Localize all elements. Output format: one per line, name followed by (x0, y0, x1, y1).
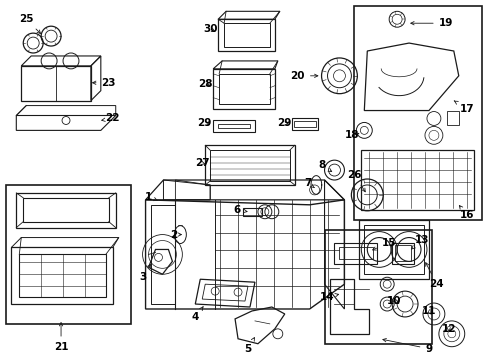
Text: 23: 23 (92, 78, 116, 88)
Text: 3: 3 (139, 265, 150, 282)
Text: 24: 24 (425, 263, 443, 289)
Text: 13: 13 (410, 234, 428, 249)
Text: 8: 8 (317, 160, 331, 172)
Text: 17: 17 (453, 101, 473, 113)
Text: 18: 18 (345, 130, 359, 140)
Text: 27: 27 (195, 158, 209, 168)
Text: 15: 15 (372, 238, 396, 250)
Text: 29: 29 (277, 118, 291, 129)
Text: 29: 29 (197, 118, 211, 129)
Text: 9: 9 (382, 338, 431, 354)
Text: 6: 6 (233, 205, 246, 215)
Text: 19: 19 (410, 18, 452, 28)
Text: 20: 20 (290, 71, 317, 81)
Text: 12: 12 (441, 324, 455, 334)
Text: 16: 16 (458, 206, 473, 220)
Text: 14: 14 (320, 292, 338, 302)
Text: 4: 4 (191, 307, 203, 322)
Text: 26: 26 (346, 170, 365, 192)
Text: 5: 5 (244, 338, 254, 354)
Text: 7: 7 (304, 178, 314, 188)
Text: 25: 25 (19, 14, 41, 33)
Text: 30: 30 (203, 24, 217, 34)
Text: 28: 28 (198, 79, 212, 89)
Text: 22: 22 (102, 113, 120, 123)
Text: 21: 21 (54, 323, 68, 352)
Text: 10: 10 (386, 296, 401, 306)
Text: 2: 2 (169, 230, 181, 239)
Text: 11: 11 (421, 306, 435, 316)
Text: 1: 1 (144, 192, 157, 202)
